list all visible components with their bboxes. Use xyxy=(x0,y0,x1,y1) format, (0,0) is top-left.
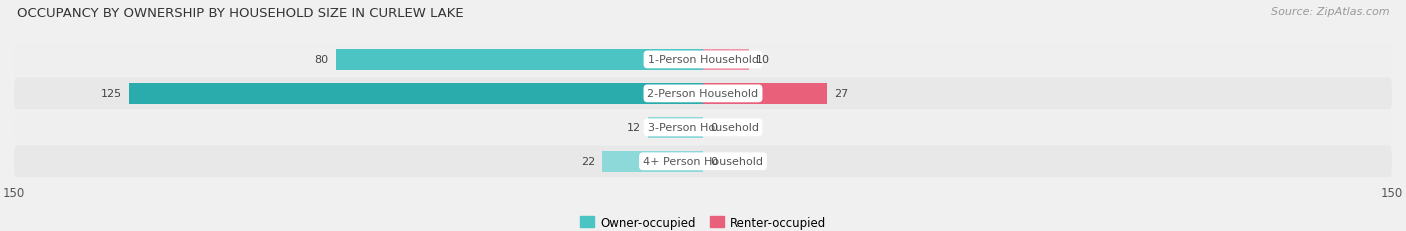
Text: 2-Person Household: 2-Person Household xyxy=(647,89,759,99)
FancyBboxPatch shape xyxy=(14,112,1392,144)
Text: 12: 12 xyxy=(627,123,641,133)
Text: 0: 0 xyxy=(710,157,717,167)
Text: 1-Person Household: 1-Person Household xyxy=(648,55,758,65)
Bar xyxy=(648,117,703,138)
FancyBboxPatch shape xyxy=(14,78,1392,110)
Text: 4+ Person Household: 4+ Person Household xyxy=(643,157,763,167)
Bar xyxy=(129,83,703,104)
Text: 3-Person Household: 3-Person Household xyxy=(648,123,758,133)
Text: OCCUPANCY BY OWNERSHIP BY HOUSEHOLD SIZE IN CURLEW LAKE: OCCUPANCY BY OWNERSHIP BY HOUSEHOLD SIZE… xyxy=(17,7,464,20)
Bar xyxy=(602,151,703,172)
Text: 27: 27 xyxy=(834,89,848,99)
Text: 125: 125 xyxy=(101,89,122,99)
Bar xyxy=(703,83,827,104)
FancyBboxPatch shape xyxy=(14,146,1392,177)
Bar xyxy=(703,50,749,71)
Bar xyxy=(336,50,703,71)
Text: 0: 0 xyxy=(710,123,717,133)
Text: 10: 10 xyxy=(756,55,770,65)
FancyBboxPatch shape xyxy=(14,44,1392,76)
Legend: Owner-occupied, Renter-occupied: Owner-occupied, Renter-occupied xyxy=(575,211,831,231)
Text: 22: 22 xyxy=(581,157,595,167)
Text: 80: 80 xyxy=(315,55,329,65)
Text: Source: ZipAtlas.com: Source: ZipAtlas.com xyxy=(1271,7,1389,17)
